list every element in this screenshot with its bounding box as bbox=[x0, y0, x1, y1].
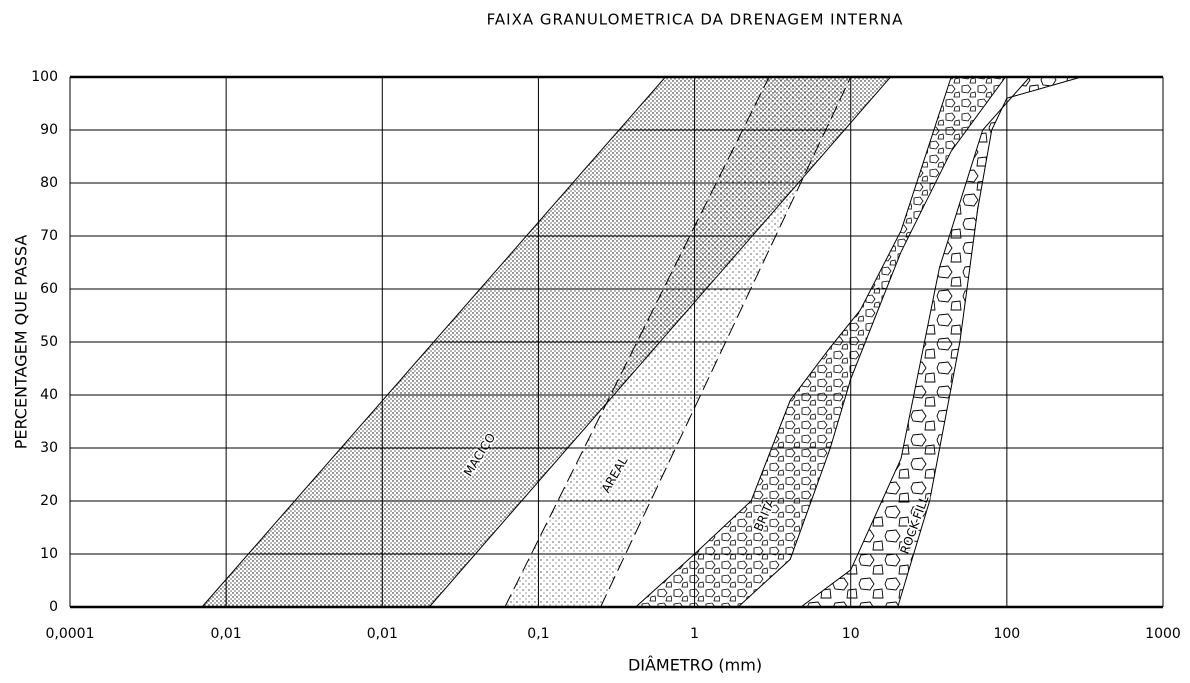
y-tick-label: 30 bbox=[40, 440, 58, 456]
y-tick-label: 10 bbox=[40, 546, 58, 562]
y-tick-label: 20 bbox=[40, 493, 58, 509]
x-tick-label: 1 bbox=[690, 626, 699, 642]
chart: FAIXA GRANULOMETRICA DA DRENAGEM INTERNA… bbox=[0, 0, 1190, 679]
y-tick-label: 80 bbox=[40, 175, 58, 191]
x-axis-label: DIÂMETRO (mm) bbox=[628, 656, 762, 675]
y-tick-label: 0 bbox=[49, 599, 58, 615]
y-tick-label: 50 bbox=[40, 334, 58, 350]
x-tick-label: 1000 bbox=[1145, 626, 1181, 642]
y-tick-label: 70 bbox=[40, 228, 58, 244]
y-tick-label: 40 bbox=[40, 387, 58, 403]
x-tick-label: 10 bbox=[842, 626, 860, 642]
x-tick-label: 0,01 bbox=[211, 626, 242, 642]
x-tick-label: 0,01 bbox=[367, 626, 398, 642]
x-tick-label: 100 bbox=[993, 626, 1020, 642]
x-tick-label: 0,0001 bbox=[46, 626, 95, 642]
chart-title: FAIXA GRANULOMETRICA DA DRENAGEM INTERNA bbox=[487, 11, 904, 29]
y-tick-label: 60 bbox=[40, 281, 58, 297]
x-tick-label: 0,1 bbox=[527, 626, 549, 642]
y-tick-label: 90 bbox=[40, 122, 58, 138]
y-axis-label: PERCENTAGEM QUE PASSA bbox=[12, 235, 31, 450]
y-tick-label: 100 bbox=[31, 69, 58, 85]
